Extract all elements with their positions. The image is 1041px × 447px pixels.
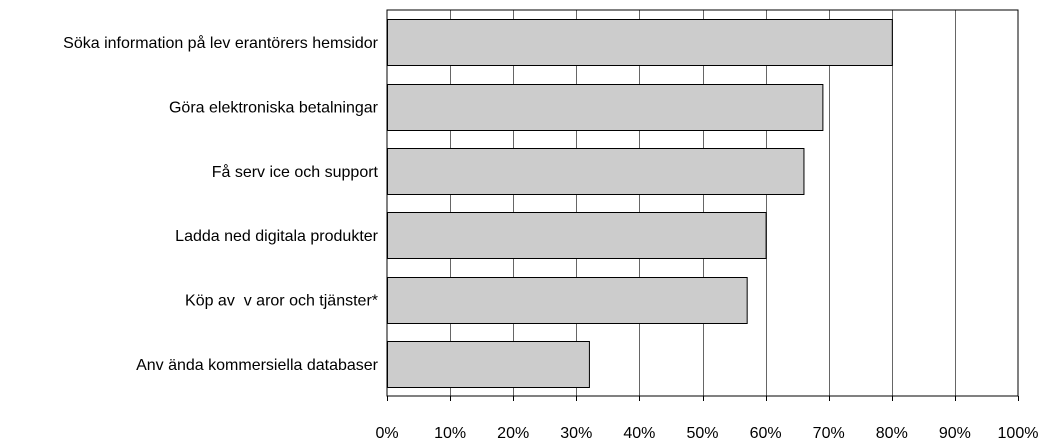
x-tick-label: 80% — [876, 425, 908, 442]
category-label: Köp av v aror och tjänster* — [185, 293, 378, 310]
bars — [387, 19, 893, 388]
x-tick-label: 60% — [750, 425, 782, 442]
x-tick-labels: 0% 10% 20% 30% 40% 50% 60% 70% 80% 90% 100% — [375, 425, 1038, 442]
x-tick-label: 70% — [813, 425, 845, 442]
x-tick-label: 50% — [686, 425, 718, 442]
category-label: Anv ända kommersiella databaser — [136, 357, 379, 374]
x-tick-label: 90% — [939, 425, 971, 442]
bar — [387, 148, 805, 195]
x-tick-label: 0% — [375, 425, 398, 442]
category-label: Göra elektroniska betalningar — [169, 100, 379, 117]
category-label: Få serv ice och support — [212, 163, 379, 181]
category-labels: Söka information på lev erantörers hemsi… — [63, 34, 379, 374]
plot-area — [386, 9, 1019, 397]
category-label: Söka information på lev erantörers hemsi… — [63, 34, 378, 52]
bar — [387, 19, 893, 66]
bar — [387, 212, 767, 259]
x-tick-label: 40% — [623, 425, 655, 442]
x-tick-label: 20% — [497, 425, 529, 442]
x-tick-label: 100% — [998, 425, 1039, 442]
bar — [387, 341, 590, 388]
gridlines — [387, 10, 1019, 401]
x-tick-label: 10% — [434, 425, 466, 442]
bar — [387, 277, 748, 324]
category-label: Ladda ned digitala produkter — [175, 228, 378, 245]
x-tick-label: 30% — [560, 425, 592, 442]
bar — [387, 84, 824, 131]
